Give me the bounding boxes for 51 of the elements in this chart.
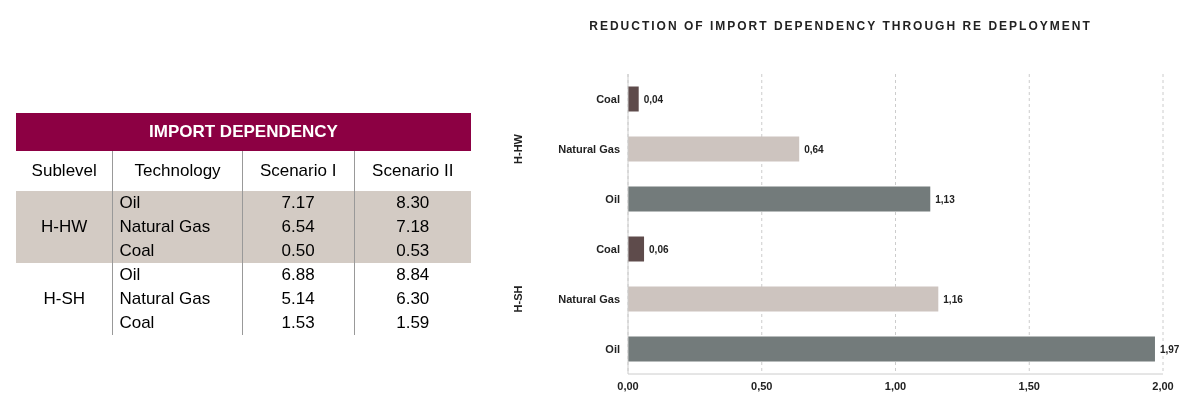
text: 0.53 <box>396 241 430 260</box>
x-tick-label: 1,00 <box>884 379 907 392</box>
text: 7.17 <box>281 193 315 212</box>
data-label: 1,97 <box>1159 343 1179 355</box>
category-label: Coal <box>119 241 155 260</box>
data-label: 1,13 <box>935 193 956 205</box>
x-tick-label: 1,50 <box>1018 379 1040 392</box>
text: 1.59 <box>396 313 430 332</box>
category-label: Natural Gas <box>119 289 211 308</box>
bar <box>628 86 639 112</box>
category-label: Coal <box>119 313 155 332</box>
bar <box>628 136 800 162</box>
y-tick-label: Natural Gas <box>558 292 620 305</box>
category-label: Oil <box>119 193 141 212</box>
data-label: 0,06 <box>649 243 669 255</box>
bar <box>628 186 931 212</box>
text: H-SH <box>511 284 525 315</box>
category-label: Scenario I <box>242 151 354 191</box>
data-label: 0,64 <box>804 143 825 155</box>
data-label: 1,16 <box>943 293 964 305</box>
chart-title: REDUCTION OF IMPORT DEPENDENCY THROUGH RE DEPLOYMENT <box>588 18 1093 35</box>
text: Sublevel <box>16 151 113 191</box>
text: H-HW <box>511 133 525 166</box>
y-tick-label: Coal <box>596 242 620 255</box>
text: 8.84 <box>396 265 430 284</box>
text: 6.54 <box>281 217 315 236</box>
text: 6.88 <box>281 265 315 284</box>
bar <box>628 336 1155 362</box>
data-label: 0,04 <box>643 93 664 105</box>
text: H-HW <box>16 191 113 263</box>
text: 6.30 <box>396 289 430 308</box>
bar <box>628 286 939 312</box>
text: H-SH <box>16 263 113 335</box>
y-tick-label: Natural Gas <box>558 142 620 155</box>
x-tick-label: 0,50 <box>751 379 773 392</box>
text: Technology <box>112 151 243 191</box>
category-label: Natural Gas <box>119 217 211 236</box>
x-tick-label: 2,00 <box>1152 379 1174 392</box>
y-tick-label: Coal <box>596 92 620 105</box>
text: IMPORT DEPENDENCY <box>16 113 471 151</box>
x-tick-label: 0,00 <box>617 379 639 392</box>
y-tick-label: Oil <box>605 342 620 355</box>
category-label: Scenario II <box>371 160 455 182</box>
text: 1.53 <box>281 313 315 332</box>
category-label: Oil <box>119 265 141 284</box>
text: 8.30 <box>396 193 430 212</box>
text: 0.50 <box>281 241 315 260</box>
y-tick-label: Oil <box>605 192 620 205</box>
bar <box>628 236 645 262</box>
text: 5.14 <box>281 289 315 308</box>
text: 7.18 <box>396 217 430 236</box>
